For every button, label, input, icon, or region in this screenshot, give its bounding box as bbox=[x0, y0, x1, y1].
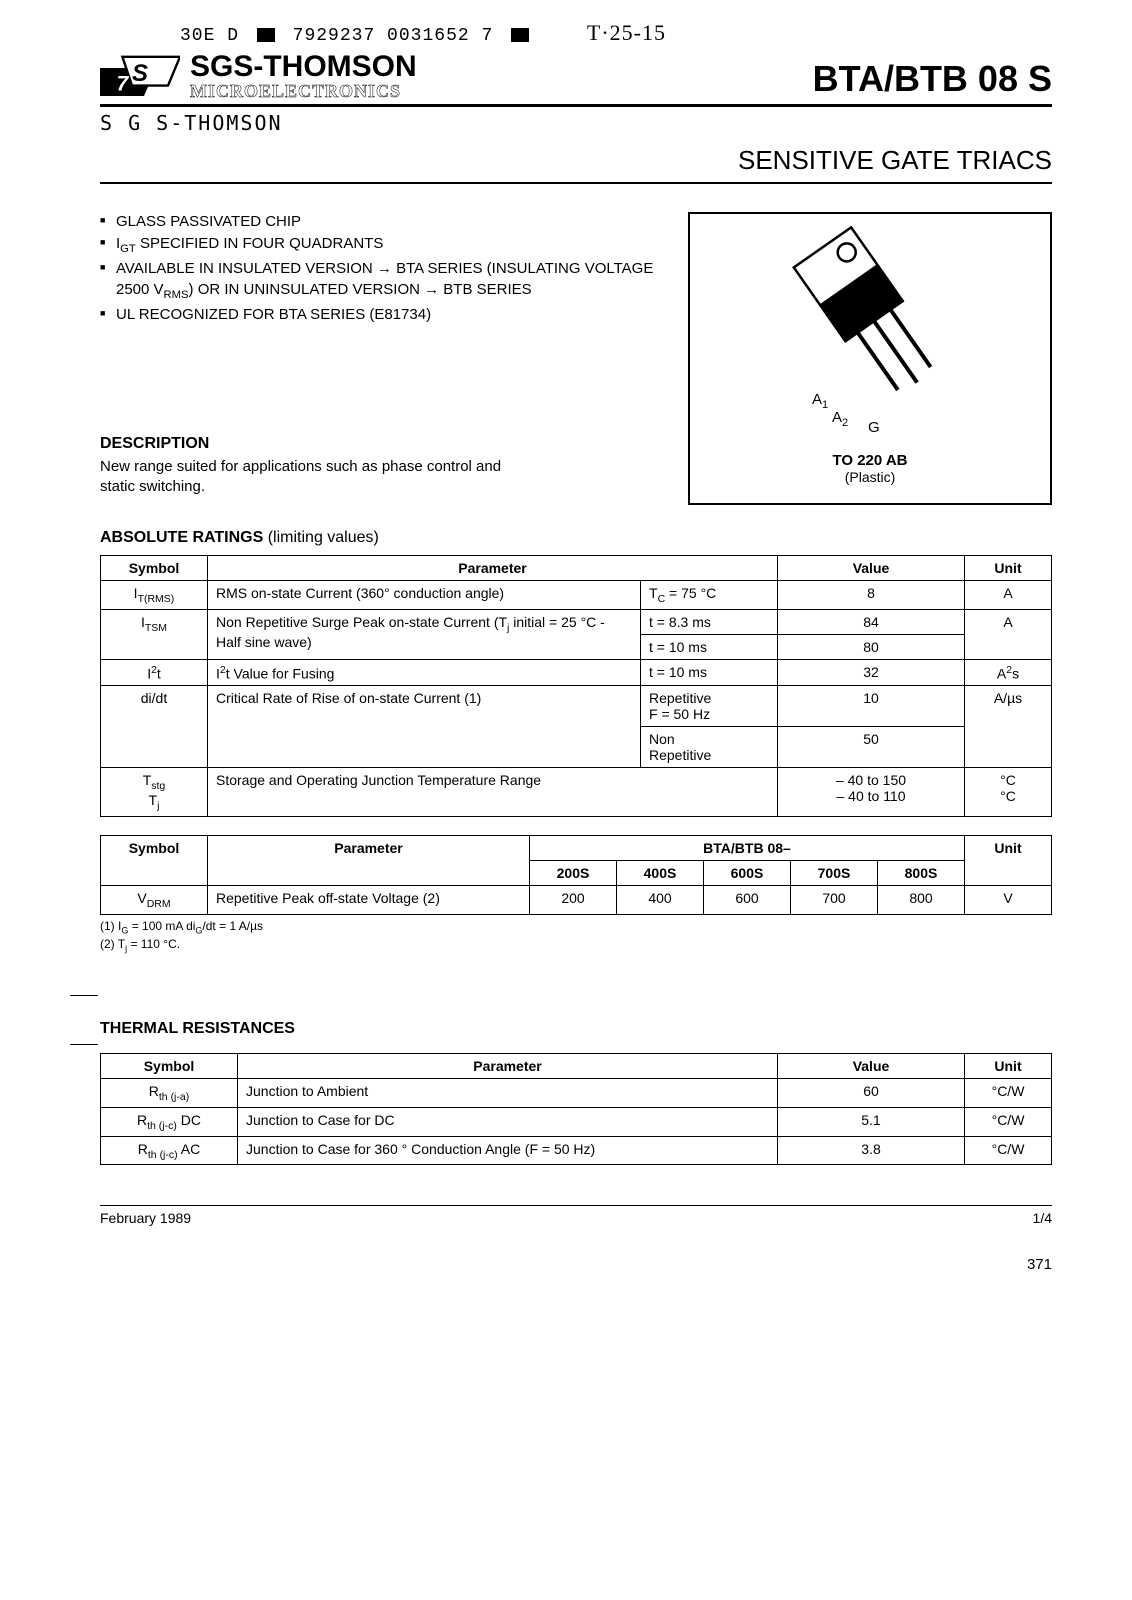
abs-ratings-subtitle: (limiting values) bbox=[268, 529, 379, 546]
code-mid: 7929237 0031652 7 bbox=[293, 26, 494, 46]
thermal-table: Symbol Parameter Value Unit Rth (j-a)Jun… bbox=[100, 1053, 1052, 1165]
col-symbol: Symbol bbox=[101, 1054, 238, 1079]
feature-item: IGT SPECIFIED IN FOUR QUADRANTS bbox=[100, 234, 664, 257]
package-diagram-box: A1 A2 G TO 220 AB (Plastic) bbox=[688, 212, 1052, 505]
company-logo-block: S 7 SGS-THOMSON MICROELECTRONICS bbox=[100, 52, 417, 100]
package-type-label: TO 220 AB bbox=[700, 452, 1040, 469]
to220-package-icon: A1 A2 G bbox=[770, 224, 970, 444]
col-parameter: Parameter bbox=[208, 556, 778, 581]
vdrm-table: Symbol Parameter BTA/BTB 08– Unit 200S40… bbox=[100, 835, 1052, 915]
doc-code-strip: 30E D 7929237 0031652 7 T·25-15 bbox=[100, 20, 1052, 46]
feature-item: GLASS PASSIVATED CHIP bbox=[100, 212, 664, 232]
svg-text:1: 1 bbox=[822, 399, 828, 411]
svg-text:G: G bbox=[868, 419, 880, 436]
margin-dash bbox=[70, 995, 98, 996]
margin-dash bbox=[70, 1044, 98, 1045]
abs-ratings-heading: ABSOLUTE RATINGS (limiting values) bbox=[100, 529, 1052, 547]
col-unit: Unit bbox=[965, 1054, 1052, 1079]
description-heading: DESCRIPTION bbox=[100, 435, 664, 453]
col-parameter: Parameter bbox=[238, 1054, 778, 1079]
abs-ratings-title: ABSOLUTE RATINGS bbox=[100, 529, 263, 546]
table-footnotes: (1) IG = 100 mA diG/dt = 1 A/µs (2) Tj =… bbox=[100, 919, 1052, 955]
company-name: SGS-THOMSON MICROELECTRONICS bbox=[190, 52, 417, 100]
thermal-heading: THERMAL RESISTANCES bbox=[100, 1020, 1052, 1038]
col-unit: Unit bbox=[965, 556, 1052, 581]
sheet-number: 371 bbox=[100, 1256, 1052, 1273]
abs-ratings-table: Symbol Parameter Value Unit IT(RMS)RMS o… bbox=[100, 555, 1052, 817]
st-logo-icon: S 7 bbox=[100, 52, 180, 100]
company-bot: MICROELECTRONICS bbox=[190, 82, 417, 100]
handwritten-company: S G S-THOMSON bbox=[100, 111, 1052, 135]
page-fraction: 1/4 bbox=[1033, 1210, 1052, 1226]
feature-item: AVAILABLE IN INSULATED VERSION → BTA SER… bbox=[100, 259, 664, 302]
svg-text:7: 7 bbox=[117, 72, 130, 95]
col-value: Value bbox=[778, 1054, 965, 1079]
black-square-icon bbox=[257, 28, 275, 42]
col-parameter: Parameter bbox=[208, 836, 530, 886]
note-1: (1) IG = 100 mA diG/dt = 1 A/µs bbox=[100, 919, 1052, 937]
svg-text:A: A bbox=[812, 391, 822, 408]
col-unit: Unit bbox=[965, 836, 1052, 886]
header: S 7 SGS-THOMSON MICROELECTRONICS BTA/BTB… bbox=[100, 52, 1052, 107]
col-symbol: Symbol bbox=[101, 836, 208, 886]
note-2: (2) Tj = 110 °C. bbox=[100, 937, 1052, 955]
feature-item: UL RECOGNIZED FOR BTA SERIES (E81734) bbox=[100, 305, 664, 325]
code-left: 30E D bbox=[180, 26, 239, 46]
product-subtitle: SENSITIVE GATE TRIACS bbox=[100, 145, 1052, 184]
description-body: New range suited for applications such a… bbox=[100, 457, 520, 498]
col-symbol: Symbol bbox=[101, 556, 208, 581]
feature-list: GLASS PASSIVATED CHIPIGT SPECIFIED IN FO… bbox=[100, 212, 664, 505]
package-material-label: (Plastic) bbox=[700, 469, 1040, 485]
company-top: SGS-THOMSON bbox=[190, 52, 417, 82]
col-value: Value bbox=[778, 556, 965, 581]
svg-text:2: 2 bbox=[842, 417, 848, 429]
svg-text:A: A bbox=[832, 409, 842, 426]
doc-date: February 1989 bbox=[100, 1210, 191, 1226]
page-footer: February 1989 1/4 bbox=[100, 1205, 1052, 1226]
part-number-title: BTA/BTB 08 S bbox=[813, 58, 1052, 100]
black-square-icon bbox=[511, 28, 529, 42]
col-group: BTA/BTB 08– bbox=[530, 836, 965, 861]
handwritten-code: T·25-15 bbox=[587, 20, 666, 45]
svg-text:S: S bbox=[132, 60, 148, 87]
